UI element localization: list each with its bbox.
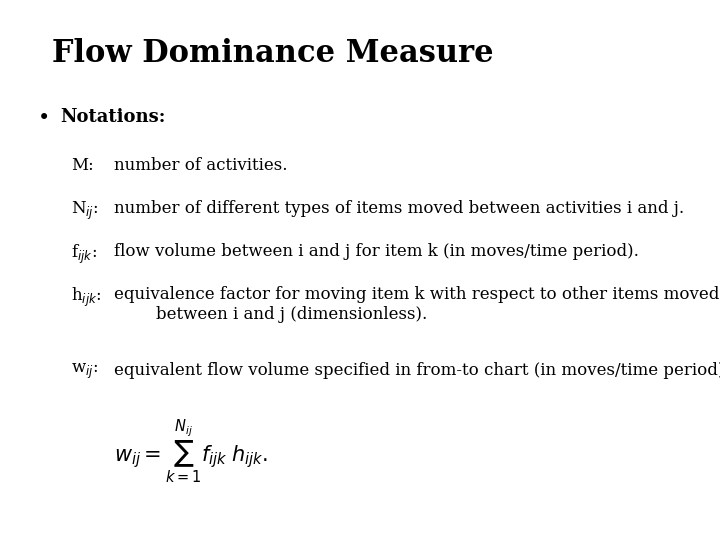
Text: equivalent flow volume specified in from-to chart (in moves/time period),: equivalent flow volume specified in from… xyxy=(114,362,720,379)
Text: Notations:: Notations: xyxy=(60,108,166,126)
Text: N$_{ij}$:: N$_{ij}$: xyxy=(71,200,99,222)
Text: number of activities.: number of activities. xyxy=(114,157,288,173)
Text: M:: M: xyxy=(71,157,94,173)
Text: •: • xyxy=(38,108,50,128)
Text: number of different types of items moved between activities i and j.: number of different types of items moved… xyxy=(114,200,685,217)
Text: Flow Dominance Measure: Flow Dominance Measure xyxy=(52,38,493,69)
Text: w$_{ij}$:: w$_{ij}$: xyxy=(71,362,98,381)
Text: flow volume between i and j for item k (in moves/time period).: flow volume between i and j for item k (… xyxy=(114,243,639,260)
Text: equivalence factor for moving item k with respect to other items moved
        b: equivalence factor for moving item k wit… xyxy=(114,286,720,323)
Text: h$_{ijk}$:: h$_{ijk}$: xyxy=(71,286,102,309)
Text: $w_{ij} = \sum_{k=1}^{N_{ij}} f_{ijk}\; h_{ijk}.$: $w_{ij} = \sum_{k=1}^{N_{ij}} f_{ijk}\; … xyxy=(114,418,269,486)
Text: f$_{ijk}$:: f$_{ijk}$: xyxy=(71,243,96,266)
